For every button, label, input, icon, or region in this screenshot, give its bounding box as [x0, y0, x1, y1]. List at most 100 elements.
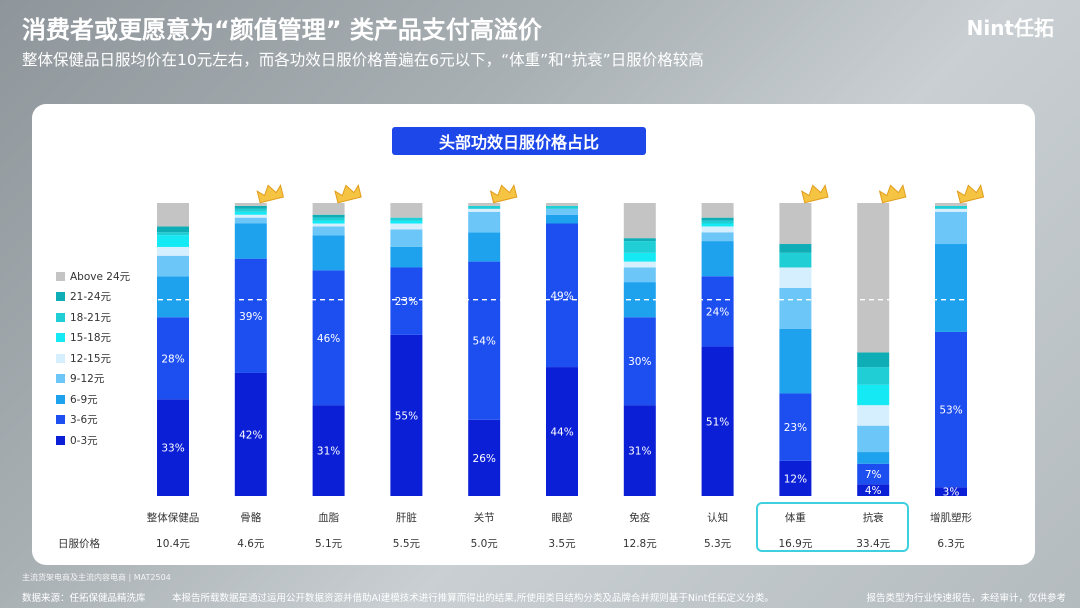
bar-segment-3-15-18	[312, 220, 345, 224]
bar-segment-4-0-3	[390, 334, 423, 496]
bar-segment-3-21-24	[312, 214, 345, 218]
bar-segment-2-9-12	[234, 217, 267, 224]
footer-report-type: 报告类型为行业快速报告，未经审计，仅供参考	[866, 593, 1066, 604]
data-label: 30%	[628, 356, 651, 368]
bar-segment-2-0-3	[234, 372, 267, 496]
bar-segment-10-0-3	[857, 484, 890, 496]
price-value: 5.5元	[393, 538, 421, 550]
price-value: 16.9元	[778, 538, 812, 550]
category-label: 抗衰	[863, 511, 884, 524]
bar-segment-8-18-21	[701, 220, 734, 224]
bar-segment-4-18-21	[390, 217, 423, 221]
bar-segment-11-18-21	[935, 205, 967, 209]
data-label: 23%	[784, 422, 807, 434]
data-label: 28%	[161, 353, 184, 365]
bar-segment-10-18-21	[857, 367, 890, 385]
bar-segment-7-3-6	[623, 317, 656, 406]
bar-segment-1-above-24	[157, 203, 189, 227]
legend-item: 15-18元	[56, 328, 130, 349]
bar-segment-7-0-3	[623, 405, 656, 496]
page-title: 消费者或更愿意为“颜值管理” 类产品支付高溢价	[22, 16, 542, 44]
bar-segment-3-12-15	[312, 223, 345, 227]
price-value: 4.6元	[237, 538, 265, 550]
bar-segment-6-18-21	[546, 205, 578, 209]
data-label: 39%	[239, 311, 262, 323]
bar-segment-2-above-24	[234, 203, 267, 206]
crown-icon	[956, 184, 985, 204]
price-value: 12.8元	[623, 538, 657, 550]
data-label: 54%	[473, 336, 496, 348]
data-label: 49%	[550, 290, 573, 302]
bar-segment-11-12-15	[935, 208, 967, 212]
bar-segment-4-12-15	[390, 223, 423, 230]
bar-segment-5-above-24	[468, 203, 501, 206]
legend-swatch	[56, 312, 65, 322]
bar-segment-5-3-6	[468, 261, 501, 420]
price-value: 5.3元	[704, 538, 732, 550]
brand-logo: Nint任拓	[966, 16, 1054, 40]
category-label: 眼部	[552, 511, 573, 524]
category-label: 血脂	[318, 511, 339, 524]
bar-segment-10-15-18	[857, 384, 890, 406]
chart-title: 头部功效日服价格占比	[392, 127, 646, 155]
bar-segment-1-21-24	[157, 226, 189, 233]
bar-segment-3-above-24	[312, 203, 345, 215]
bar-segment-9-3-6	[779, 393, 812, 461]
bar-segment-11-above-24	[935, 203, 967, 206]
bar-segment-10-above-24	[857, 203, 890, 353]
legend-label: 0-3元	[70, 434, 98, 447]
bar-segment-2-21-24	[234, 205, 267, 209]
bar-segment-1-9-12	[157, 255, 189, 277]
category-label: 整体保健品	[147, 511, 200, 524]
data-label: 53%	[939, 405, 962, 417]
bar-segment-1-12-15	[157, 246, 189, 256]
bar-segment-6-9-12	[546, 208, 578, 215]
bar-segment-10-3-6	[857, 463, 890, 485]
bar-segment-9-9-12	[779, 287, 812, 329]
bar-segment-11-3-6	[935, 331, 967, 488]
crown-icon	[489, 184, 518, 204]
bar-segment-5-6-9	[468, 232, 501, 262]
bar-segment-4-3-6	[390, 267, 423, 335]
bar-segment-2-6-9	[234, 223, 267, 259]
bar-segment-8-above-24	[701, 203, 734, 218]
category-label: 肝脏	[396, 511, 417, 524]
legend-label: 9-12元	[70, 373, 105, 386]
crown-icon	[256, 184, 285, 204]
legend-swatch	[56, 333, 65, 343]
legend-swatch	[56, 292, 65, 302]
bar-segment-6-0-3	[546, 367, 578, 496]
bar-segment-7-18-21	[623, 241, 656, 253]
category-label: 体重	[785, 511, 806, 524]
crown-icon	[801, 184, 829, 204]
data-label: 31%	[317, 446, 340, 458]
bar-segment-7-above-24	[623, 203, 656, 239]
bar-segment-5-18-21	[468, 205, 501, 209]
category-label: 免疫	[629, 511, 650, 524]
bar-segment-9-21-24	[779, 244, 812, 253]
bar-segment-3-0-3	[312, 405, 345, 496]
bar-segment-1-3-6	[157, 317, 189, 400]
bar-segment-6-6-9	[546, 214, 578, 224]
bar-segment-3-3-6	[312, 270, 345, 406]
bar-segment-7-12-15	[623, 261, 656, 268]
bar-segment-10-9-12	[857, 425, 890, 453]
bar-segment-11-6-9	[935, 244, 967, 332]
legend-item: 12-15元	[56, 348, 130, 369]
data-label: 46%	[317, 333, 340, 345]
bar-segment-7-15-18	[623, 252, 656, 262]
bar-segment-6-above-24	[546, 203, 578, 206]
crown-icon	[878, 184, 907, 204]
bar-segment-8-15-18	[701, 223, 734, 227]
legend-label: 3-6元	[70, 414, 98, 427]
legend-item: 21-24元	[56, 287, 130, 308]
legend-item: 3-6元	[56, 410, 130, 431]
legend: Above 24元 21-24元 18-21元 15-18元 12-15元 9-12元 6-…	[56, 266, 130, 451]
bar-segment-7-9-12	[623, 267, 656, 283]
legend-label: 15-18元	[70, 332, 112, 345]
data-label: 51%	[706, 416, 729, 428]
data-label: 12%	[784, 473, 807, 485]
price-value: 33.4元	[856, 538, 890, 550]
legend-item: 6-9元	[56, 389, 130, 410]
bar-segment-8-9-12	[701, 232, 734, 242]
